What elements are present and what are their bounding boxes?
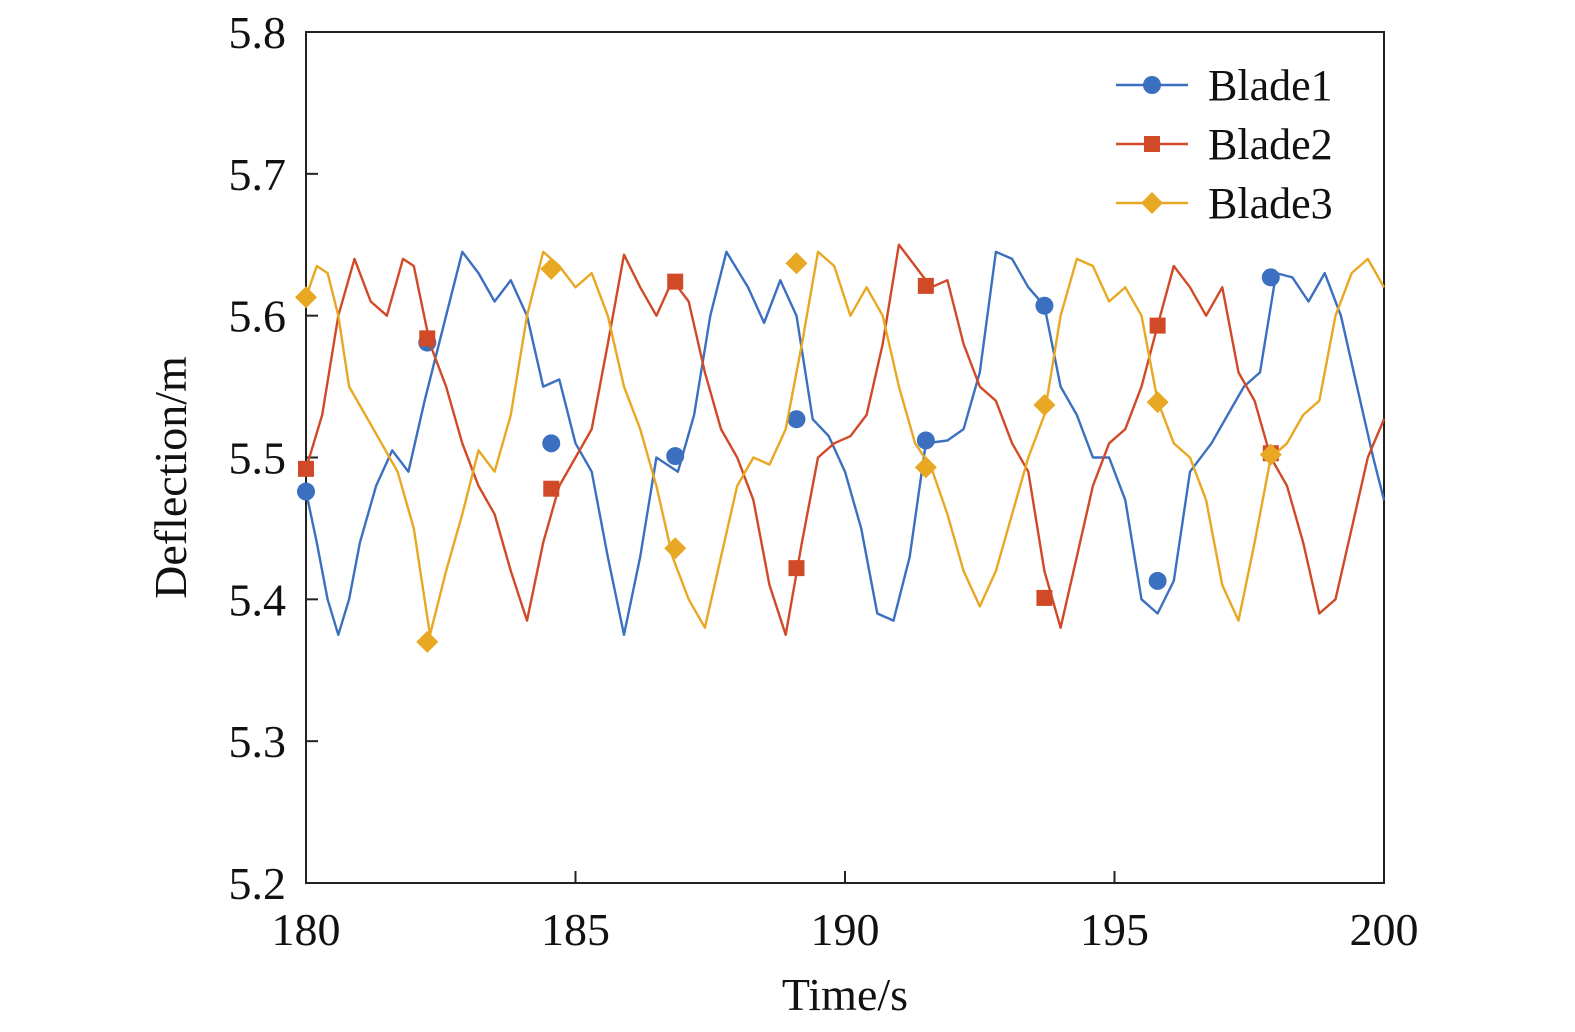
data-point-blade3-8 <box>1259 443 1282 466</box>
y-axis-ticks: 5.2 5.3 5.4 5.5 5.6 5.7 5.8 <box>229 7 318 909</box>
data-point-blade1-5 <box>916 431 935 450</box>
legend-marker-blade3 <box>1141 192 1163 214</box>
data-point-blade3-7 <box>1146 391 1169 414</box>
data-point-blade3-3 <box>664 537 687 560</box>
data-point-blade1-0 <box>297 482 315 501</box>
legend-marker-blade1 <box>1143 76 1161 94</box>
x-tick-label-180: 180 <box>272 904 341 955</box>
legend-item-blade2: Blade2 <box>1116 120 1333 169</box>
data-point-blade1-2 <box>542 434 561 453</box>
data-point-blade3-5 <box>914 456 937 479</box>
legend-item-blade1: Blade1 <box>1116 61 1333 110</box>
data-point-blade1-7 <box>1148 571 1167 590</box>
data-point-blade2-1 <box>419 330 436 347</box>
series-blade1 <box>297 250 1386 636</box>
data-point-blade2-4 <box>788 560 805 577</box>
y-tick-label-5.6: 5.6 <box>229 291 287 342</box>
data-point-blade2-3 <box>667 273 684 290</box>
data-point-blade3-4 <box>785 252 808 275</box>
data-point-blade3-6 <box>1033 394 1056 417</box>
data-point-blade3-2 <box>540 257 563 280</box>
data-point-blade2-0 <box>298 460 314 477</box>
series-line-blade1 <box>304 250 1386 636</box>
y-tick-label-5.3: 5.3 <box>229 716 287 767</box>
plot-area: 180 185 190 195 200 5.2 5.3 5.4 5.5 5.6 5.7 5.8 <box>229 7 1419 955</box>
legend-label-blade3: Blade3 <box>1208 179 1333 228</box>
y-tick-label-5.4: 5.4 <box>229 574 287 625</box>
series-line-blade3 <box>304 250 1386 636</box>
data-point-blade1-6 <box>1035 296 1054 315</box>
legend-item-blade3: Blade3 <box>1116 179 1333 228</box>
x-tick-label-200: 200 <box>1350 904 1419 955</box>
legend: Blade1 Blade2 Blade3 <box>1116 61 1333 228</box>
x-axis-title: Time/s <box>782 969 908 1020</box>
y-tick-label-5.5: 5.5 <box>229 433 287 484</box>
legend-marker-blade2 <box>1144 136 1160 152</box>
data-point-blade1-8 <box>1261 268 1280 287</box>
series-blade3 <box>295 250 1386 653</box>
x-axis-ticks: 180 185 190 195 200 <box>272 871 1419 955</box>
x-tick-label-195: 195 <box>1080 904 1149 955</box>
y-tick-label-5.2: 5.2 <box>229 858 287 909</box>
data-point-blade2-7 <box>1149 317 1166 334</box>
series-group <box>295 243 1386 653</box>
x-tick-label-190: 190 <box>811 904 880 955</box>
data-point-blade3-0 <box>295 286 317 309</box>
data-point-blade2-6 <box>1036 589 1053 606</box>
y-tick-label-5.7: 5.7 <box>229 149 287 200</box>
x-tick-label-185: 185 <box>541 904 610 955</box>
data-point-blade1-4 <box>787 410 806 429</box>
y-tick-label-5.8: 5.8 <box>229 7 287 58</box>
legend-label-blade1: Blade1 <box>1208 61 1333 110</box>
data-point-blade3-1 <box>416 630 439 653</box>
data-point-blade2-2 <box>543 480 560 497</box>
data-point-blade2-5 <box>917 277 934 294</box>
series-blade2 <box>298 243 1386 636</box>
y-axis-title: Deflection/m <box>145 356 196 599</box>
series-line-blade2 <box>304 243 1386 636</box>
data-point-blade1-3 <box>666 447 685 466</box>
legend-label-blade2: Blade2 <box>1208 120 1333 169</box>
